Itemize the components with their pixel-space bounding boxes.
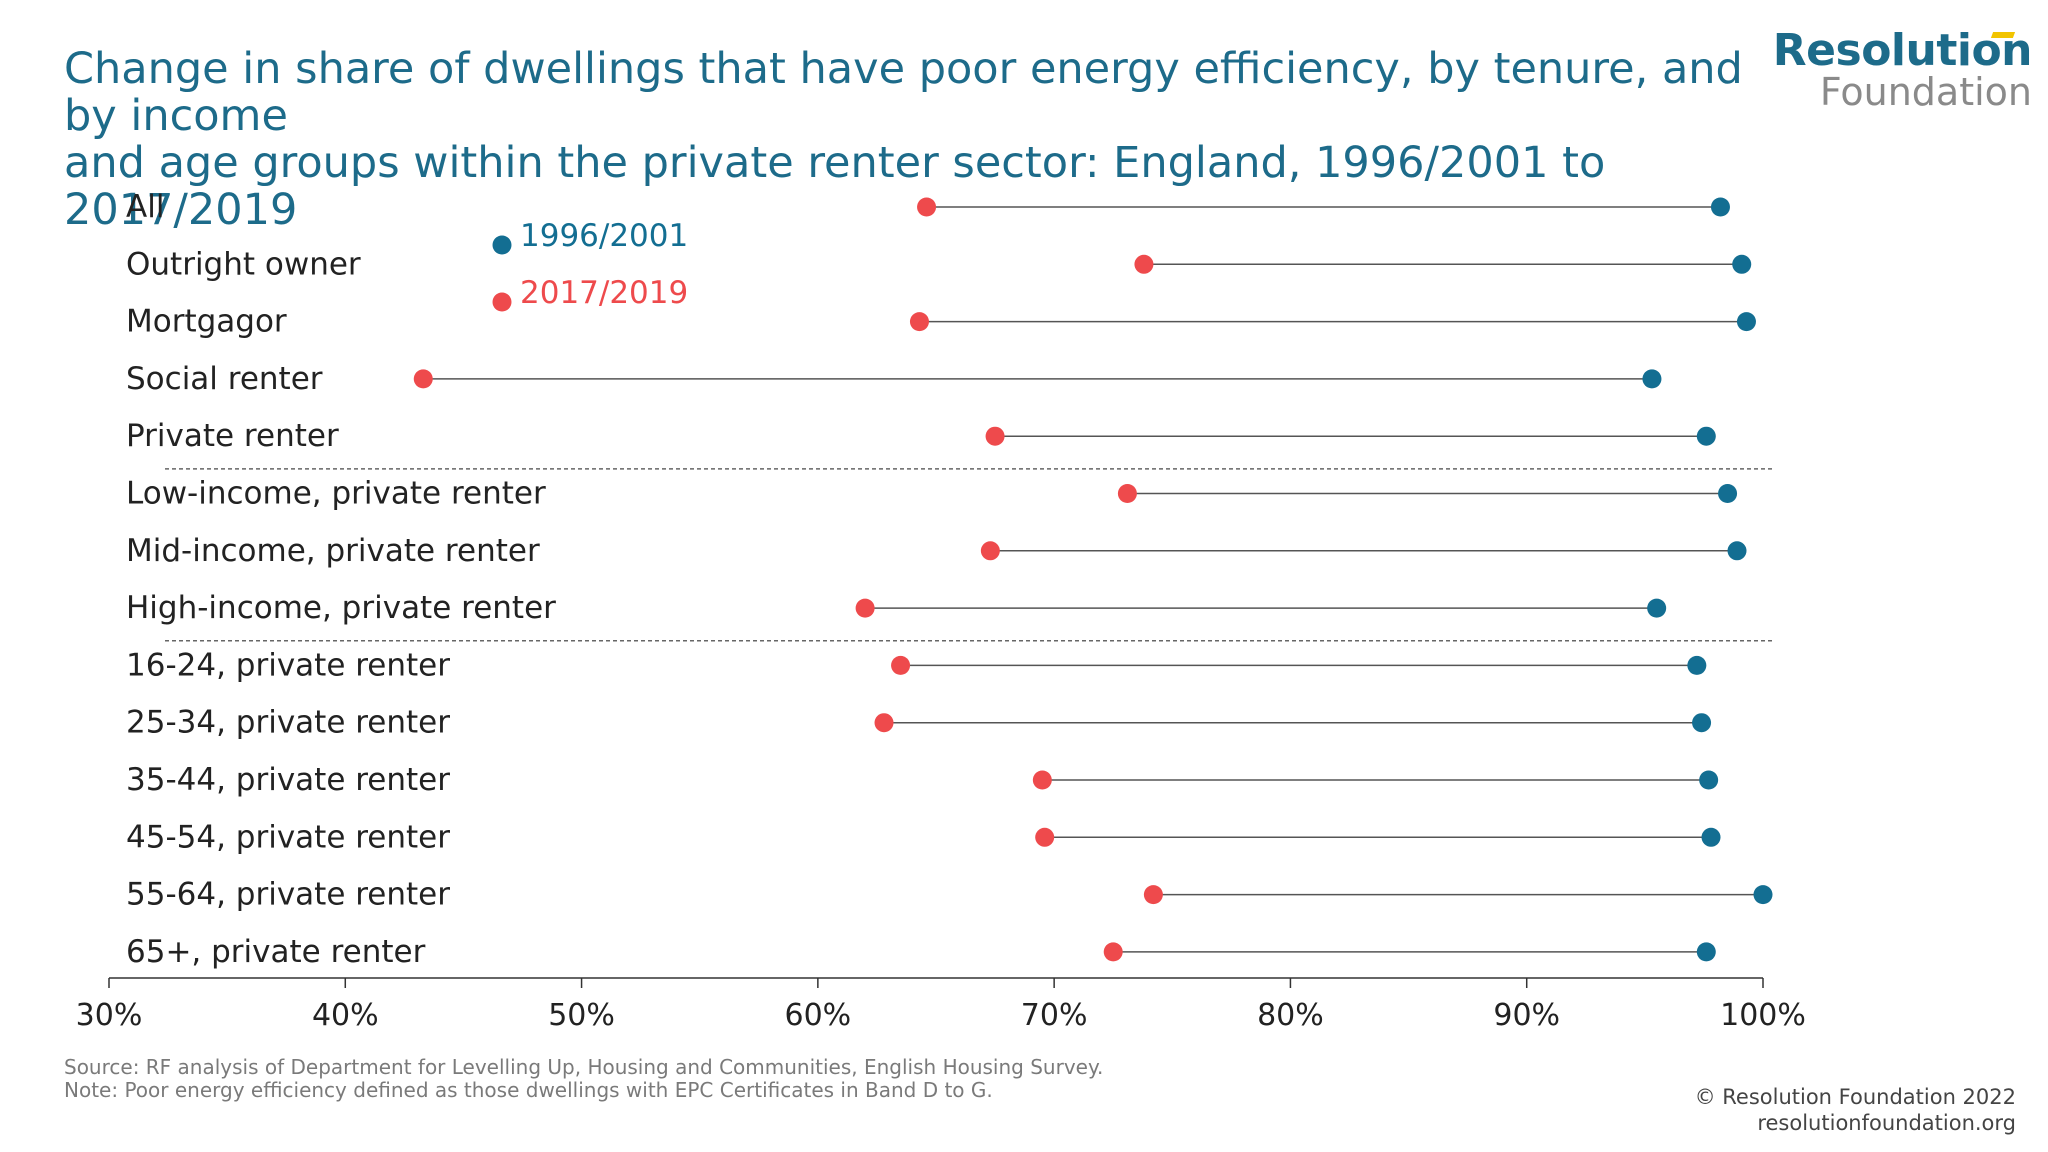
x-tick-label: 80%: [1257, 998, 1324, 1033]
copyright-text: © Resolution Foundation 2022: [1694, 1085, 2016, 1109]
point-1996-2001: [1696, 942, 1716, 962]
point-2017-2019: [1103, 942, 1123, 962]
point-2017-2019: [1134, 254, 1154, 274]
point-1996-2001: [1710, 197, 1730, 217]
note-text: Note: Poor energy efficiency defined as …: [64, 1078, 993, 1102]
source-notes: Source: RF analysis of Department for Le…: [64, 1056, 1103, 1102]
x-tick-label: 60%: [785, 998, 852, 1033]
point-2017-2019: [980, 541, 1000, 561]
x-tick-label: 50%: [548, 998, 615, 1033]
point-1996-2001: [1732, 254, 1752, 274]
point-1996-2001: [1699, 770, 1719, 790]
credit-block: © Resolution Foundation 2022 resolutionf…: [1695, 1084, 2016, 1136]
point-1996-2001: [1642, 369, 1662, 389]
category-label: 65+, private renter: [126, 934, 426, 970]
x-tick-label: 90%: [1493, 998, 1560, 1033]
point-2017-2019: [909, 312, 929, 332]
point-2017-2019: [413, 369, 433, 389]
point-1996-2001: [1701, 827, 1721, 847]
x-tick-label: 70%: [1021, 998, 1088, 1033]
category-label: Mortgagor: [126, 304, 287, 340]
point-1996-2001: [1718, 484, 1738, 503]
point-2017-2019: [1032, 770, 1052, 790]
category-label: 45-54, private renter: [126, 819, 450, 855]
source-text: Source: RF analysis of Department for Le…: [64, 1055, 1104, 1079]
point-2017-2019: [985, 426, 1005, 446]
category-label: 55-64, private renter: [126, 877, 450, 913]
title-line-2: and age groups within the private renter…: [64, 138, 1606, 235]
point-2017-2019: [1117, 484, 1137, 503]
legend-marker: [492, 235, 512, 255]
category-label: 25-34, private renter: [126, 705, 450, 741]
legend-label: 2017/2019: [520, 275, 688, 311]
point-2017-2019: [855, 598, 875, 618]
category-label: High-income, private renter: [126, 590, 556, 626]
point-2017-2019: [874, 713, 894, 733]
point-1996-2001: [1753, 885, 1773, 905]
chart-title: Change in share of dwellings that have p…: [64, 46, 1764, 234]
category-label: Private renter: [126, 418, 339, 454]
category-label: Outright owner: [126, 246, 361, 282]
point-1996-2001: [1687, 655, 1707, 675]
point-1996-2001: [1692, 713, 1712, 733]
category-label: Mid-income, private renter: [126, 533, 540, 569]
category-label: All: [126, 189, 164, 225]
x-tick-label: 40%: [312, 998, 379, 1033]
point-1996-2001: [1696, 426, 1716, 446]
point-1996-2001: [1647, 598, 1667, 618]
category-label: Low-income, private renter: [126, 476, 546, 512]
point-2017-2019: [1035, 827, 1055, 847]
resolution-foundation-logo: Resolution Foundation: [1772, 25, 2033, 114]
legend-label: 1996/2001: [520, 218, 688, 254]
category-label: 16-24, private renter: [126, 647, 450, 683]
category-label: 35-44, private renter: [126, 762, 450, 798]
point-1996-2001: [1727, 541, 1747, 561]
point-1996-2001: [1736, 312, 1756, 332]
x-tick-label: 100%: [1720, 998, 1806, 1033]
logo-wordmark-top: Resolution: [1772, 25, 2033, 76]
title-line-1: Change in share of dwellings that have p…: [64, 44, 1743, 141]
point-2017-2019: [891, 655, 911, 675]
legend-marker: [492, 292, 512, 312]
logo-wordmark-bottom: Foundation: [1819, 70, 2032, 114]
x-tick-label: 30%: [76, 998, 143, 1033]
site-url: resolutionfoundation.org: [1757, 1111, 2016, 1135]
point-2017-2019: [1143, 885, 1163, 905]
category-label: Social renter: [126, 361, 323, 397]
point-2017-2019: [917, 197, 937, 217]
